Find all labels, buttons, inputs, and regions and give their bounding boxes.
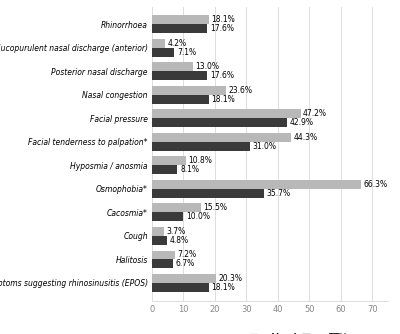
Bar — [152, 212, 184, 221]
Bar — [152, 274, 216, 283]
Text: 42.9%: 42.9% — [290, 118, 314, 127]
Bar — [152, 133, 291, 142]
Text: 10.0%: 10.0% — [186, 212, 210, 221]
Bar — [152, 48, 174, 57]
Bar — [152, 227, 164, 236]
Text: 20.3%: 20.3% — [218, 274, 242, 283]
Text: 31.0%: 31.0% — [252, 142, 276, 151]
Bar — [152, 15, 209, 24]
Text: 17.6%: 17.6% — [210, 24, 234, 33]
Bar — [152, 165, 178, 174]
Text: 18.1%: 18.1% — [212, 283, 235, 292]
Bar — [152, 39, 165, 48]
Text: 4.8%: 4.8% — [170, 236, 189, 245]
Bar — [152, 142, 250, 151]
Bar — [152, 260, 173, 269]
Bar — [152, 71, 207, 80]
Text: 3.7%: 3.7% — [166, 227, 186, 236]
Text: 8.1%: 8.1% — [180, 165, 199, 174]
Bar — [152, 250, 175, 260]
Text: 15.5%: 15.5% — [203, 203, 227, 212]
Bar — [152, 95, 209, 104]
Bar — [152, 62, 193, 71]
Text: 6.7%: 6.7% — [176, 260, 195, 269]
Text: 47.2%: 47.2% — [303, 110, 327, 118]
Text: 17.6%: 17.6% — [210, 71, 234, 80]
Text: 18.1%: 18.1% — [212, 15, 235, 24]
Text: 4.2%: 4.2% — [168, 39, 187, 48]
Text: 23.6%: 23.6% — [229, 86, 253, 95]
Text: 10.8%: 10.8% — [188, 156, 212, 165]
Bar — [152, 110, 300, 118]
Text: 35.7%: 35.7% — [267, 189, 291, 198]
Bar — [152, 283, 209, 292]
Bar — [152, 24, 207, 33]
Bar — [152, 236, 167, 245]
Bar — [152, 86, 226, 95]
Text: 7.2%: 7.2% — [177, 250, 196, 260]
Text: 44.3%: 44.3% — [294, 133, 318, 142]
Bar — [152, 180, 361, 189]
Legend: ■ MwoA, ■ eTTH: ■ MwoA, ■ eTTH — [246, 330, 350, 334]
Text: 18.1%: 18.1% — [212, 95, 235, 104]
Bar — [152, 156, 186, 165]
Bar — [152, 203, 201, 212]
Text: 7.1%: 7.1% — [177, 48, 196, 57]
Text: 66.3%: 66.3% — [363, 180, 387, 189]
Text: 13.0%: 13.0% — [196, 62, 220, 71]
Bar — [152, 189, 264, 198]
Bar — [152, 118, 287, 127]
